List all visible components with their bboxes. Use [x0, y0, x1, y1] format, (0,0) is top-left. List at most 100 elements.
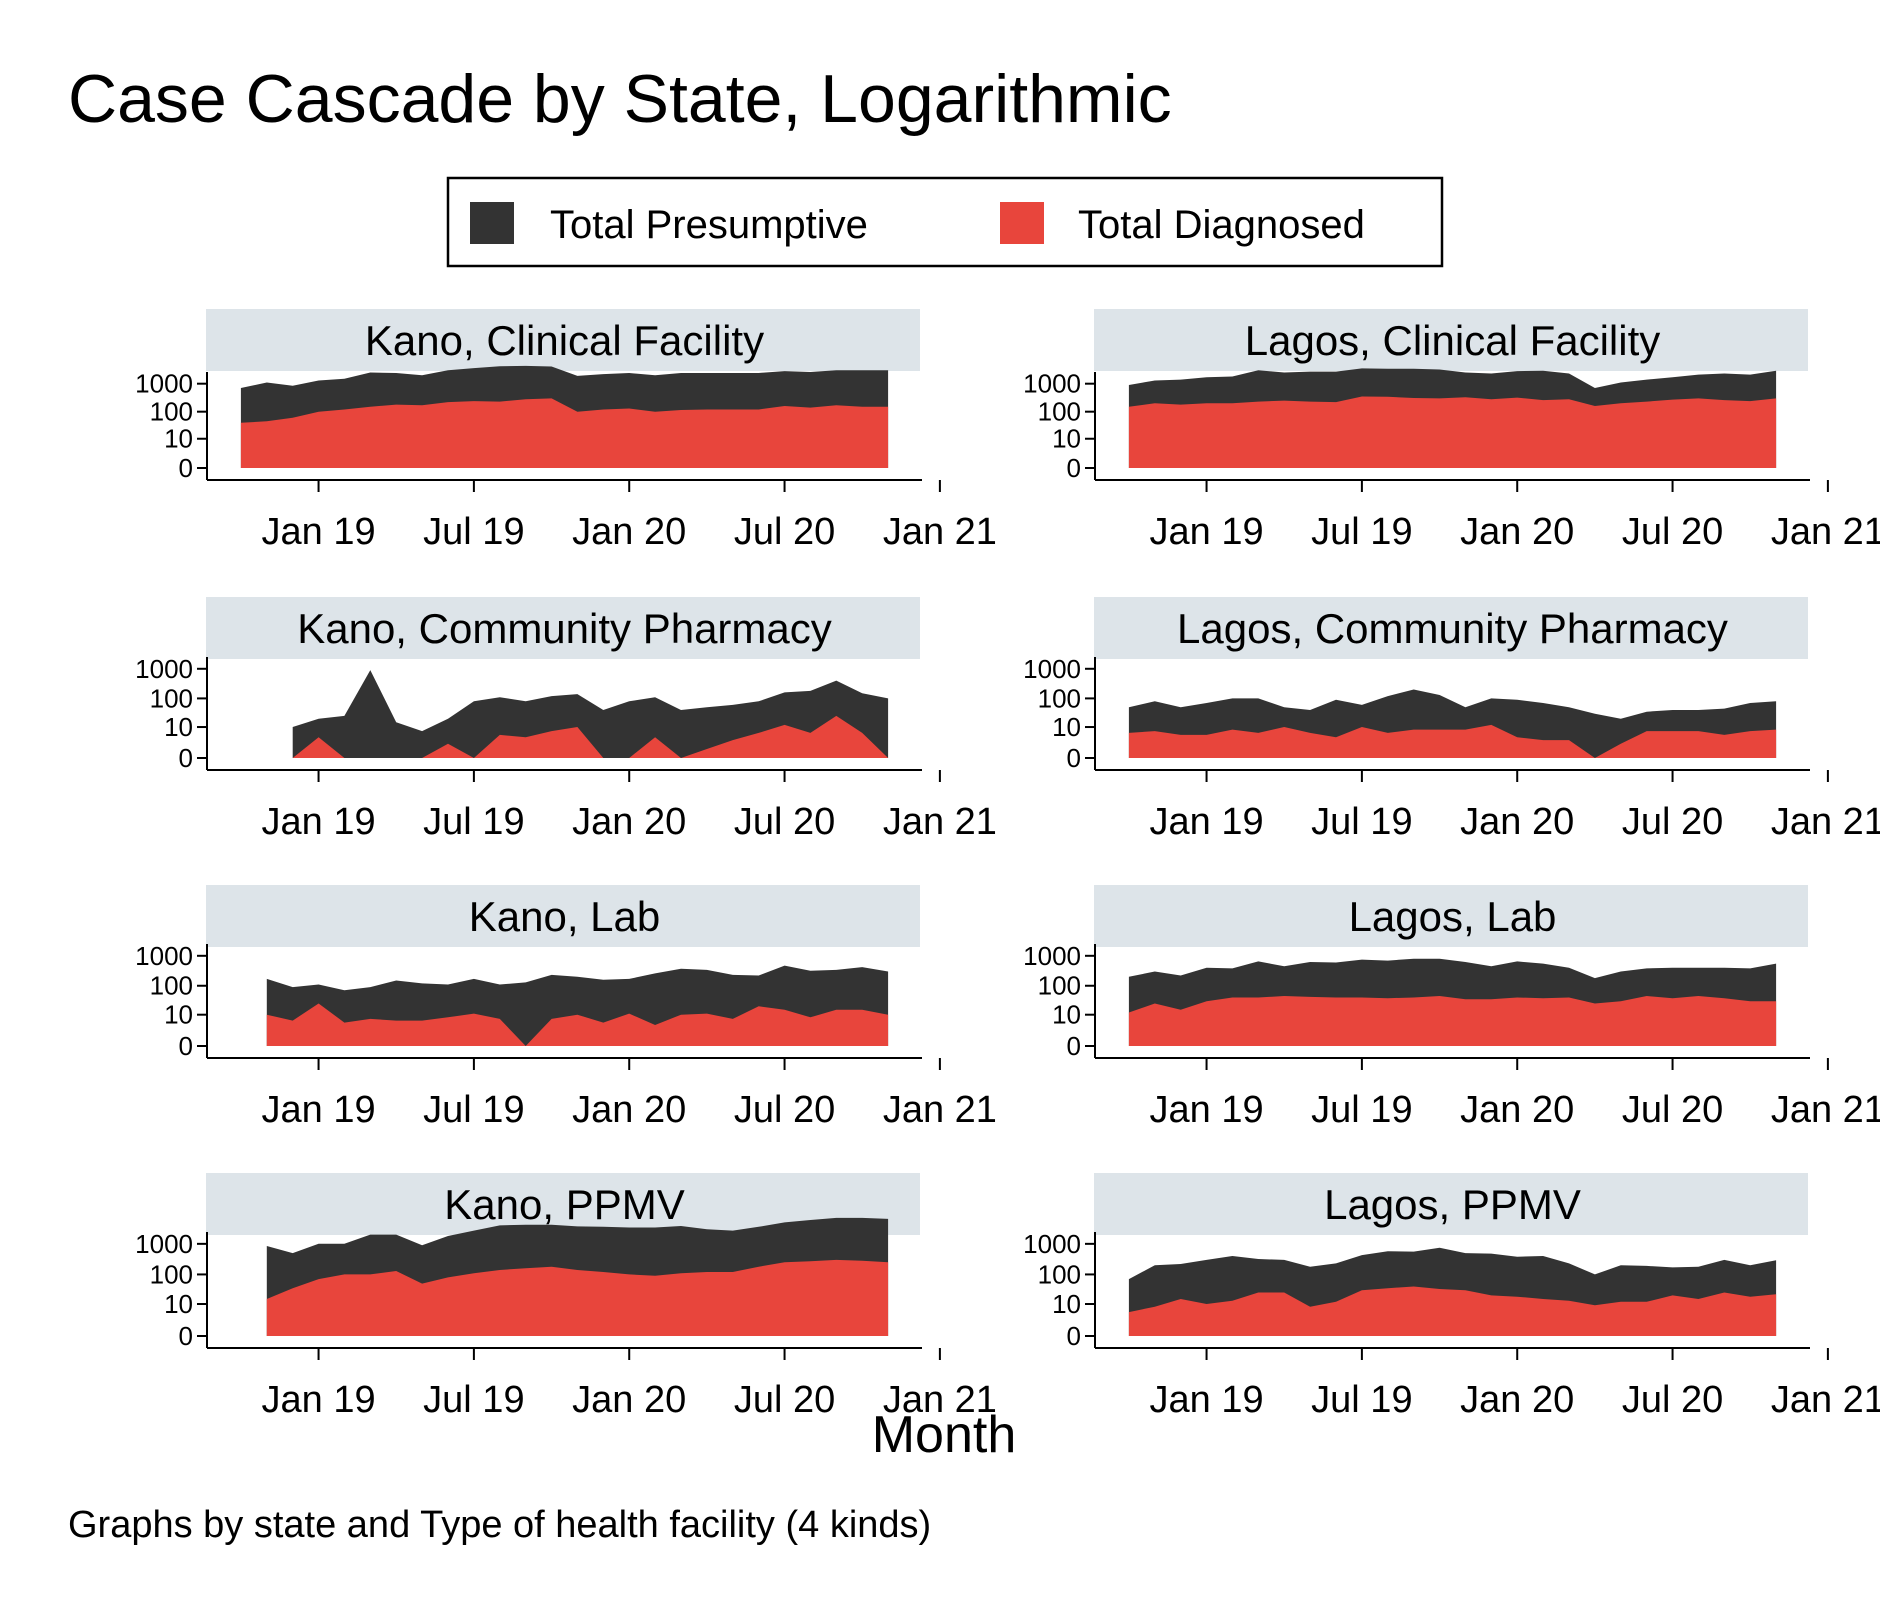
strip-label-kano-lab: Kano, Lab	[469, 893, 661, 940]
x-tick-label: Jan 21	[1771, 1089, 1880, 1131]
area-diagnosed-lagos-community-pharmacy	[1128, 724, 1777, 758]
strip-label-lagos-ppmv: Lagos, PPMV	[1324, 1181, 1581, 1228]
y-tick-label: 0	[1067, 1031, 1081, 1061]
x-tick-label: Jan 19	[1150, 1089, 1264, 1131]
legend-swatch-diagnosed	[1000, 202, 1044, 244]
x-tick-label: Jan 19	[262, 1089, 376, 1131]
strip-label-kano-clinical-facility: Kano, Clinical Facility	[365, 317, 764, 364]
y-tick-label: 1000	[135, 369, 193, 399]
x-tick-label: Jan 19	[1150, 511, 1264, 553]
x-tick-label: Jan 19	[1150, 801, 1264, 843]
legend-swatch-presumptive	[470, 202, 514, 244]
x-tick-label: Jul 20	[1622, 1089, 1723, 1131]
y-tick-label: 1000	[1023, 654, 1081, 684]
x-tick-label: Jul 20	[734, 1089, 835, 1131]
figure-note: Graphs by state and Type of health facil…	[68, 1504, 931, 1546]
area-diagnosed-lagos-lab	[1128, 996, 1777, 1046]
y-tick-label: 10	[164, 424, 193, 454]
legend-label-presumptive: Total Presumptive	[550, 203, 868, 247]
y-tick-label: 10	[1052, 424, 1081, 454]
x-tick-label: Jan 20	[572, 511, 686, 553]
strip-lagos-lab	[1094, 885, 1808, 947]
y-tick-label: 10	[1052, 1289, 1081, 1319]
y-tick-label: 0	[179, 1031, 193, 1061]
x-tick-label: Jan 21	[1771, 511, 1880, 553]
area-diagnosed-lagos-ppmv	[1128, 1286, 1777, 1336]
x-tick-label: Jan 19	[262, 511, 376, 553]
x-tick-label: Jan 20	[1460, 1379, 1574, 1421]
y-tick-label: 100	[150, 1259, 193, 1289]
strip-label-lagos-clinical-facility: Lagos, Clinical Facility	[1245, 317, 1661, 364]
legend: Total Presumptive Total Diagnosed	[446, 176, 1444, 268]
area-diagnosed-kano-ppmv	[266, 1259, 889, 1336]
x-axis-title: Month	[872, 1406, 1017, 1464]
y-tick-label: 10	[1052, 712, 1081, 742]
area-diagnosed-kano-community-pharmacy	[292, 715, 889, 758]
y-tick-label: 10	[164, 1289, 193, 1319]
x-tick-label: Jan 20	[572, 1089, 686, 1131]
x-tick-label: Jan 21	[1771, 1379, 1880, 1421]
x-tick-label: Jan 19	[262, 801, 376, 843]
y-tick-label: 1000	[135, 941, 193, 971]
x-tick-label: Jul 19	[1311, 801, 1412, 843]
legend-label-diagnosed: Total Diagnosed	[1078, 203, 1365, 247]
strip-lagos-community-pharmacy	[1094, 597, 1808, 659]
area-diagnosed-kano-clinical-facility	[240, 398, 889, 468]
strip-label-kano-ppmv: Kano, PPMV	[444, 1181, 684, 1228]
strip-label-lagos-community-pharmacy: Lagos, Community Pharmacy	[1177, 605, 1728, 652]
y-tick-label: 100	[1038, 971, 1081, 1001]
strip-lagos-clinical-facility	[1094, 309, 1808, 371]
strip-lagos-ppmv	[1094, 1173, 1808, 1235]
area-diagnosed-lagos-clinical-facility	[1128, 396, 1777, 468]
y-tick-label: 100	[150, 397, 193, 427]
y-tick-label: 10	[164, 1000, 193, 1030]
x-tick-label: Jan 20	[1460, 801, 1574, 843]
x-tick-label: Jan 19	[1150, 1379, 1264, 1421]
x-tick-label: Jul 20	[734, 801, 835, 843]
x-tick-label: Jan 20	[1460, 1089, 1574, 1131]
x-tick-label: Jul 20	[1622, 1379, 1723, 1421]
area-presumptive-kano-community-pharmacy	[292, 670, 889, 758]
strip-label-kano-community-pharmacy: Kano, Community Pharmacy	[297, 605, 832, 652]
x-tick-label: Jul 20	[734, 511, 835, 553]
y-tick-label: 100	[1038, 397, 1081, 427]
y-tick-label: 1000	[135, 1229, 193, 1259]
strip-kano-clinical-facility	[206, 309, 920, 371]
y-tick-label: 10	[1052, 1000, 1081, 1030]
x-tick-label: Jul 19	[1311, 511, 1412, 553]
y-tick-label: 1000	[1023, 369, 1081, 399]
x-tick-label: Jul 19	[423, 801, 524, 843]
x-tick-label: Jan 21	[1771, 801, 1880, 843]
y-tick-label: 100	[1038, 1259, 1081, 1289]
y-tick-label: 100	[1038, 683, 1081, 713]
x-tick-label: Jan 21	[883, 1379, 997, 1421]
x-tick-label: Jan 21	[883, 801, 997, 843]
y-tick-label: 10	[164, 712, 193, 742]
y-tick-label: 0	[179, 453, 193, 483]
x-tick-label: Jan 20	[572, 1379, 686, 1421]
x-tick-label: Jan 19	[262, 1379, 376, 1421]
x-tick-label: Jul 20	[1622, 801, 1723, 843]
y-tick-label: 100	[150, 971, 193, 1001]
y-tick-label: 0	[1067, 453, 1081, 483]
x-tick-label: Jul 19	[423, 511, 524, 553]
strip-kano-community-pharmacy	[206, 597, 920, 659]
x-tick-label: Jul 19	[423, 1379, 524, 1421]
x-tick-label: Jan 20	[572, 801, 686, 843]
y-tick-label: 0	[179, 743, 193, 773]
strip-label-lagos-lab: Lagos, Lab	[1349, 893, 1557, 940]
y-tick-label: 0	[1067, 743, 1081, 773]
area-diagnosed-kano-lab	[266, 1003, 889, 1046]
strip-kano-lab	[206, 885, 920, 947]
chart-title: Case Cascade by State, Logarithmic	[68, 61, 1172, 137]
y-tick-label: 0	[179, 1321, 193, 1351]
